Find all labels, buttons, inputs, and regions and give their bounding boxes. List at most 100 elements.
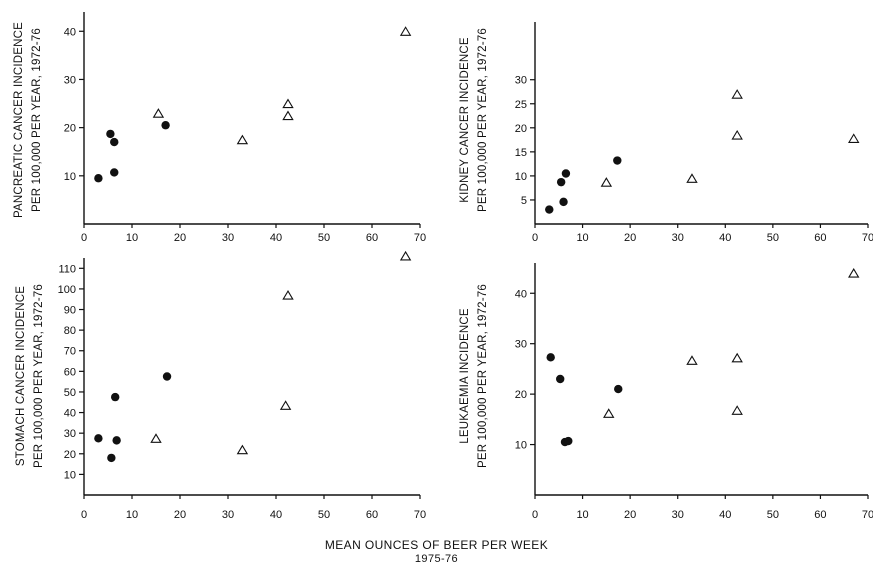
scatter-panel-3: 0 10 20 30 40 50 60 70 10 20 30 40 50 60 70 80 90 100 110 S… — [15, 250, 426, 521]
x-tick-label: 70 — [862, 509, 873, 521]
x-tick-label: 40 — [270, 509, 282, 521]
circle-point — [106, 129, 115, 139]
triangle-point — [282, 290, 294, 300]
triangle-point — [731, 352, 743, 363]
scatter-panel-2: 0 10 20 30 40 50 60 70 5 10 15 20 25 30 KIDNEY CANCER … — [459, 22, 873, 244]
triangle-point — [150, 433, 162, 443]
y-tick-label: 40 — [515, 288, 527, 300]
circle-point — [111, 392, 120, 402]
y-tick-label: 15 — [515, 147, 527, 159]
y-axis-subtitle: PER 100,000 PER YEAR, 1972-76 — [31, 28, 43, 212]
triangle-point — [731, 129, 743, 140]
y-tick-label: 90 — [64, 305, 76, 317]
triangle-point — [279, 400, 292, 410]
y-tick-label: 30 — [515, 339, 527, 351]
x-tick-label: 0 — [81, 232, 87, 244]
circle-point — [556, 374, 565, 384]
circle-point — [614, 384, 623, 394]
triangle-point — [686, 355, 698, 365]
x-tick-label: 30 — [222, 232, 234, 244]
scatter-panel-1: 0 10 20 30 40 50 60 70 10 20 30 40 PANCREATIC CANCER… — [13, 12, 426, 244]
x-tick-label: 70 — [862, 232, 873, 244]
x-tick-label: 60 — [814, 509, 826, 521]
y-axis-title: LEUKAEMIA INCIDENCE — [459, 308, 471, 444]
y-tick-label: 25 — [515, 99, 527, 111]
x-tick-label: 60 — [366, 509, 378, 521]
x-tick-label: 0 — [81, 509, 87, 521]
y-tick-label: 50 — [64, 387, 76, 399]
y-axis-title: STOMACH CANCER INCIDENCE — [15, 286, 27, 466]
triangle-point — [399, 250, 412, 261]
x-tick-label: 40 — [270, 232, 282, 244]
x-tick-label: 10 — [126, 509, 138, 521]
y-tick-label: 110 — [58, 263, 76, 275]
y-tick-label: 20 — [515, 123, 527, 135]
x-tick-label: 30 — [672, 509, 684, 521]
x-tick-label: 30 — [222, 509, 234, 521]
circle-point — [564, 436, 573, 446]
y-tick-label: 30 — [64, 428, 76, 440]
x-tick-label: 10 — [576, 509, 588, 521]
triangle-point — [282, 98, 294, 109]
circle-point — [162, 372, 172, 381]
x-axis-subtitle: 1975-76 — [414, 553, 459, 565]
circle-point — [112, 436, 121, 445]
y-axis-subtitle: PER 100,000 PER YEAR, 1972-76 — [33, 284, 45, 468]
circle-point — [107, 453, 116, 463]
triangle-point — [686, 173, 698, 183]
triangle-point — [236, 444, 249, 455]
x-tick-label: 60 — [814, 232, 826, 244]
x-tick-label: 30 — [672, 232, 684, 244]
circle-point — [546, 353, 555, 362]
y-tick-label: 10 — [515, 171, 527, 183]
triangle-point — [399, 26, 412, 36]
x-tick-label: 70 — [414, 232, 426, 244]
y-tick-label: 10 — [64, 469, 76, 481]
circle-point — [556, 177, 566, 187]
circle-point — [545, 205, 554, 214]
scatter-panel-4: 0 10 20 30 40 50 60 70 10 20 30 40 LEUKAEMIA INCIDEN… — [459, 263, 873, 521]
x-tick-label: 20 — [174, 509, 186, 521]
triangle-point — [236, 134, 249, 145]
x-tick-label: 20 — [624, 232, 636, 244]
y-tick-label: 10 — [64, 171, 76, 183]
y-tick-label: 30 — [515, 75, 527, 87]
x-tick-label: 40 — [719, 232, 731, 244]
x-tick-label: 60 — [366, 232, 378, 244]
x-tick-label: 0 — [532, 232, 538, 244]
y-tick-label: 70 — [64, 346, 76, 358]
y-axis-title: PANCREATIC CANCER INCIDENCE — [13, 22, 25, 218]
circle-point — [94, 174, 103, 183]
x-tick-label: 10 — [126, 232, 138, 244]
x-tick-label: 20 — [174, 232, 186, 244]
y-tick-label: 20 — [64, 123, 76, 135]
y-axis-subtitle: PER 100,000 PER YEAR, 1972-76 — [477, 28, 489, 212]
x-tick-label: 50 — [318, 509, 330, 521]
y-tick-label: 60 — [64, 366, 76, 378]
y-axis-title: KIDNEY CANCER INCIDENCE — [459, 37, 471, 203]
x-tick-label: 40 — [719, 509, 731, 521]
circle-point — [110, 137, 119, 147]
triangle-point — [603, 408, 615, 418]
x-tick-label: 50 — [767, 509, 779, 521]
triangle-point — [848, 133, 860, 143]
x-tick-label: 50 — [318, 232, 330, 244]
x-tick-label: 0 — [532, 509, 538, 521]
y-tick-label: 20 — [64, 449, 76, 461]
triangle-point — [600, 177, 613, 187]
y-axis-subtitle: PER 100,000 PER YEAR, 1972-76 — [477, 284, 489, 468]
x-tick-label: 70 — [414, 509, 426, 521]
y-tick-label: 10 — [515, 440, 527, 452]
y-tick-label: 40 — [64, 408, 76, 420]
y-tick-label: 80 — [64, 325, 76, 337]
x-axis-title: MEAN OUNCES OF BEER PER WEEK — [324, 538, 549, 552]
x-tick-label: 20 — [624, 509, 636, 521]
y-tick-label: 5 — [521, 195, 527, 207]
circle-point — [559, 197, 568, 207]
circle-point — [94, 434, 103, 443]
x-tick-label: 10 — [576, 232, 588, 244]
triangle-point — [152, 108, 165, 118]
circle-point — [613, 156, 622, 165]
circle-point — [110, 168, 119, 177]
